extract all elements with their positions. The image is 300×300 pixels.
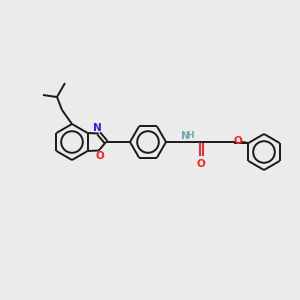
- Text: O: O: [95, 151, 104, 161]
- Text: O: O: [234, 136, 242, 146]
- Text: N: N: [93, 123, 102, 133]
- Text: H: H: [186, 131, 194, 140]
- Text: O: O: [197, 159, 206, 169]
- Text: N: N: [181, 131, 189, 141]
